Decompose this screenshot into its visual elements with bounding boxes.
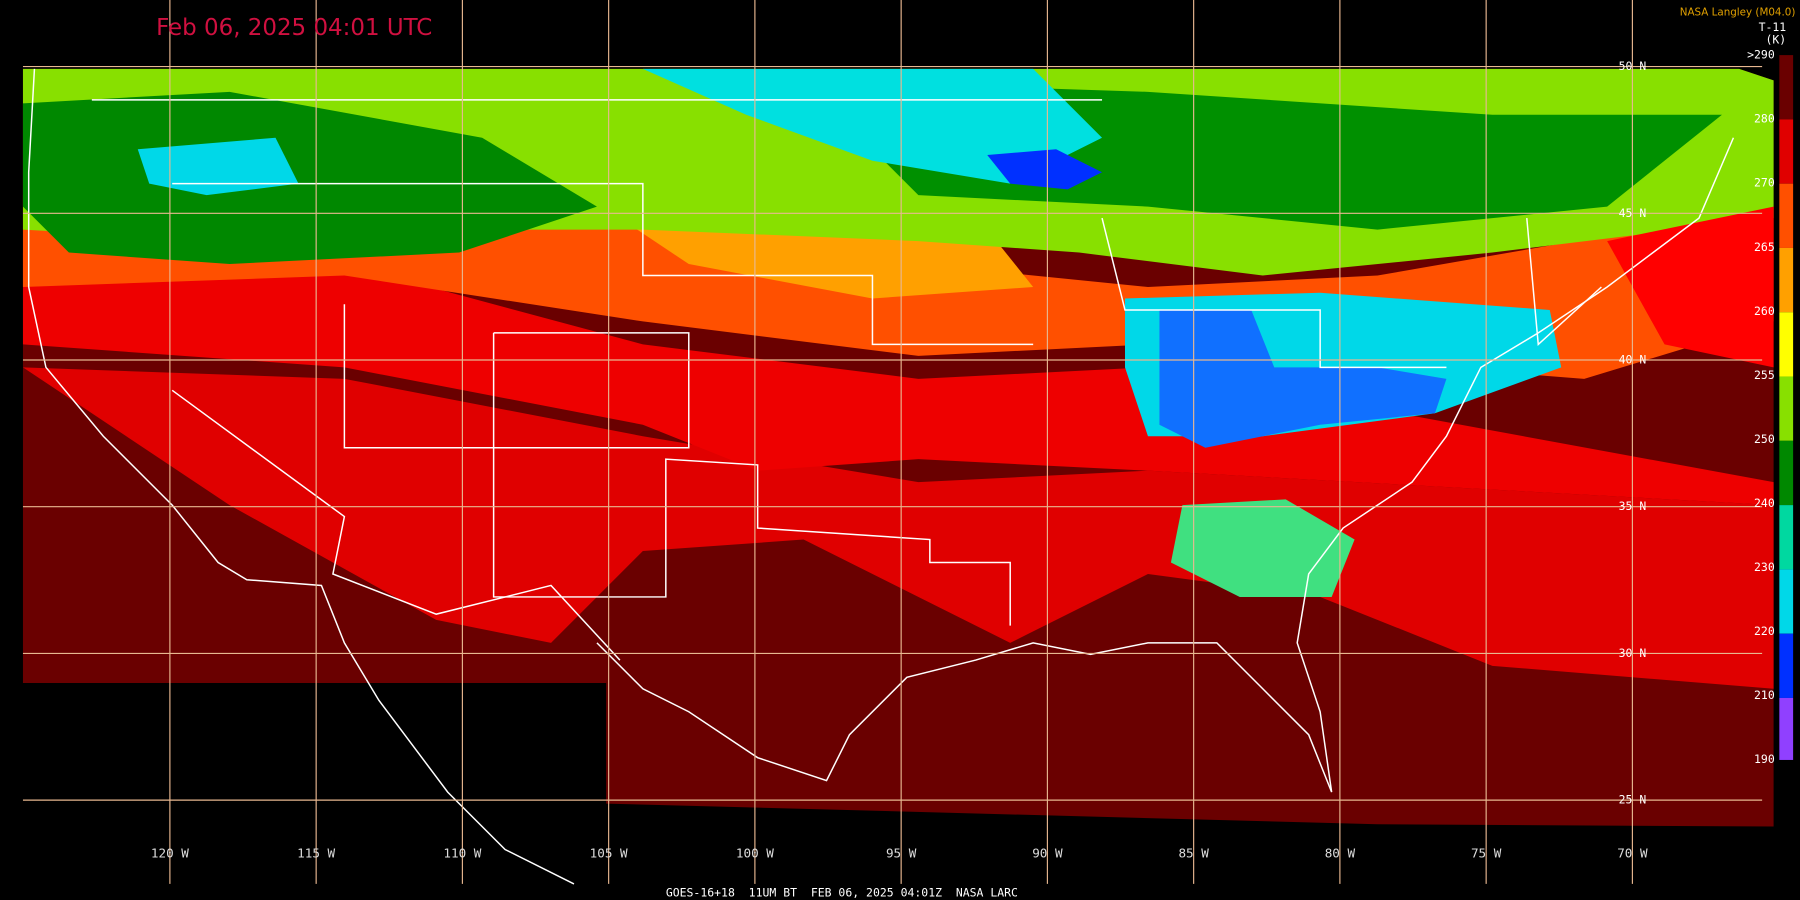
longitude-label: 100 W [736, 846, 774, 861]
state-lines-3 [492, 332, 1011, 626]
colorbar-label: 280 [1754, 112, 1775, 126]
colorbar-label: 240 [1754, 496, 1775, 510]
colorbar-segment [1779, 312, 1794, 377]
colorbar-label: 230 [1754, 560, 1775, 574]
colorbar-segment [1779, 440, 1794, 506]
colorbar-label: 255 [1754, 368, 1775, 382]
blue-area-north [987, 149, 1103, 190]
product: T-11 [1759, 20, 1787, 34]
colorbar-label: 260 [1754, 304, 1775, 318]
longitude-label: 85 W [1178, 846, 1209, 861]
colorbar-label: 190 [1754, 752, 1775, 766]
longitude-label: 115 W [297, 846, 335, 861]
longitude-label: 70 W [1617, 846, 1648, 861]
colorbar-segment [1779, 569, 1794, 634]
longitude-label: 80 W [1325, 846, 1356, 861]
colorbar-segment [1779, 697, 1794, 760]
colorbar-segment [1779, 376, 1794, 441]
coastline-east [596, 137, 1735, 793]
colorbar-segment [1779, 633, 1794, 698]
unit: (K) [1766, 33, 1787, 47]
colorbar-segment [1779, 183, 1794, 248]
footer: GOES-16+18 11UM BT FEB 06, 2025 04:01Z N… [666, 886, 1018, 900]
colorbar-label: 250 [1754, 432, 1775, 446]
cyan-area-north [642, 68, 1103, 184]
longitude-label: 90 W [1032, 846, 1063, 861]
colorbar-label: 265 [1754, 240, 1775, 254]
title: Feb 06, 2025 04:01 UTC [156, 15, 432, 41]
green-area-west [22, 91, 597, 265]
boundaries [27, 68, 1735, 885]
longitude-label: 110 W [443, 846, 481, 861]
red-area-atlantic [1607, 206, 1774, 368]
colorbar-segment [1779, 55, 1794, 120]
state-lines-4 [1101, 217, 1447, 369]
green-area-south [1170, 499, 1355, 597]
credit: NASA Langley (M04.0) [1680, 7, 1796, 19]
coastline-west [27, 68, 575, 885]
state-lines-1 [172, 182, 1034, 346]
colorbar-label: 210 [1754, 688, 1775, 702]
longitude-label: 95 W [886, 846, 917, 861]
colorbar: >290 280 270 265 260 255 250 240 230 220 210 190 [1747, 48, 1794, 766]
state-lines-2 [343, 304, 690, 449]
state-lines-5 [1526, 218, 1602, 346]
longitude-label: 120 W [151, 846, 189, 861]
longitude-label: 105 W [590, 846, 628, 861]
colorbar-segment [1779, 247, 1794, 313]
colorbar-label: 220 [1754, 624, 1775, 638]
longitude-label: 75 W [1471, 846, 1502, 861]
red-band [22, 252, 1774, 506]
cyan-area-west [137, 137, 299, 196]
colorbar-segment [1779, 119, 1794, 184]
colorbar-label: 270 [1754, 176, 1775, 190]
colorbar-label: >290 [1747, 48, 1775, 62]
blue-area-east [1159, 309, 1447, 448]
colorbar-segment [1779, 505, 1794, 570]
